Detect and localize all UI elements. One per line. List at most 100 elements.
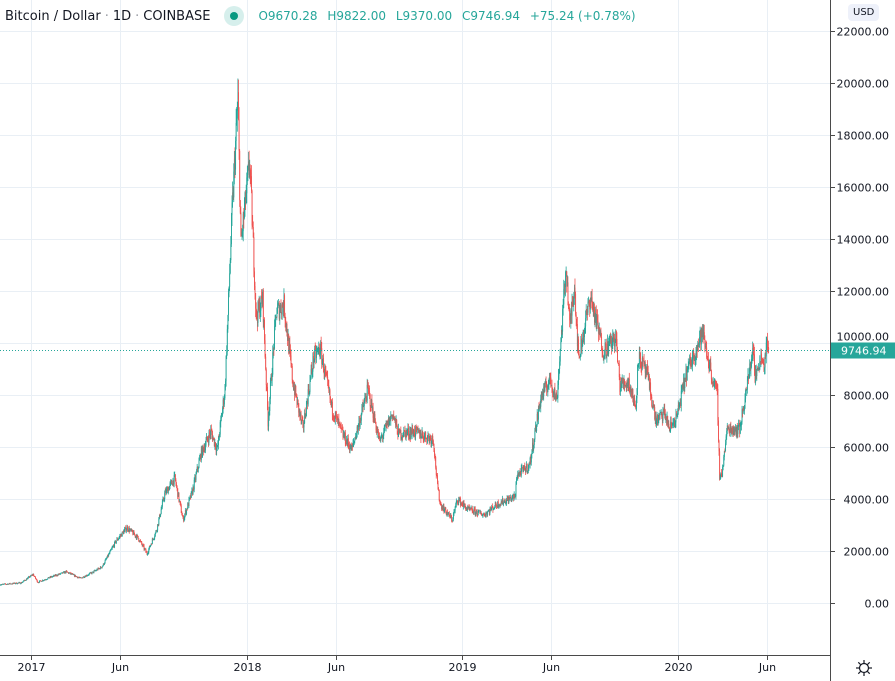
candle: [663, 412, 665, 414]
candle: [58, 573, 60, 575]
candle: [588, 300, 590, 305]
candle: [393, 415, 395, 418]
symbol-name[interactable]: Bitcoin / Dollar: [5, 8, 101, 24]
candle: [519, 471, 520, 474]
candle: [441, 504, 443, 509]
candle: [658, 414, 660, 420]
candle: [638, 352, 640, 365]
candle: [399, 429, 401, 433]
candle: [330, 399, 332, 405]
price-axis[interactable]: 0.00 2000.00 4000.00 6000.00 8000.00 10000.00…: [830, 26, 889, 611]
candle: [340, 423, 342, 425]
gear-icon[interactable]: [855, 659, 873, 677]
candle: [449, 515, 451, 518]
candle: [580, 338, 582, 357]
candle: [709, 364, 711, 371]
candle: [728, 427, 729, 429]
candle: [595, 309, 597, 316]
candle: [259, 310, 261, 317]
candle: [398, 428, 399, 437]
candle: [627, 381, 629, 385]
candle: [369, 394, 371, 407]
candle: [705, 346, 706, 347]
candle: [406, 430, 408, 434]
candle: [569, 320, 571, 322]
candle: [443, 506, 445, 512]
interval[interactable]: 1D: [112, 8, 132, 24]
candle: [613, 337, 615, 340]
candle: [558, 375, 559, 386]
candle: [594, 306, 595, 323]
candle: [535, 425, 537, 431]
candle: [724, 451, 726, 453]
candle: [128, 527, 130, 532]
candle: [337, 416, 339, 424]
candle: [745, 389, 747, 391]
candle: [654, 416, 656, 420]
candle: [447, 512, 448, 515]
candle: [351, 446, 353, 451]
time-tick-label: Jun: [758, 661, 776, 674]
candle: [213, 437, 215, 439]
candle: [735, 427, 737, 430]
candle: [572, 303, 574, 305]
candle: [684, 378, 686, 389]
candle: [63, 571, 65, 573]
candle: [209, 433, 211, 435]
candle: [729, 426, 731, 433]
candle: [629, 388, 631, 393]
candle: [642, 357, 644, 361]
candle: [93, 570, 95, 573]
candle: [527, 467, 529, 471]
candle: [650, 396, 652, 397]
currency-badge[interactable]: USD: [848, 4, 880, 21]
candle: [737, 426, 739, 435]
candle: [729, 431, 731, 433]
candle: [122, 531, 124, 534]
candle: [51, 576, 53, 578]
candle: [274, 318, 276, 327]
candle: [182, 515, 183, 517]
candle: [496, 505, 497, 507]
candle: [536, 424, 538, 431]
candle: [385, 423, 387, 427]
candle: [689, 358, 691, 363]
time-axis[interactable]: 2017 Jun 2018 Jun 2019 Jun 2020 Jun: [18, 655, 777, 674]
candle: [732, 429, 734, 435]
candle: [491, 506, 493, 509]
candle: [162, 498, 164, 502]
candle: [579, 355, 581, 358]
candle: [64, 571, 66, 574]
candle: [411, 430, 412, 435]
candle: [641, 357, 643, 369]
candle: [614, 337, 616, 347]
candle: [48, 577, 50, 579]
candle: [100, 566, 102, 568]
candle: [416, 426, 418, 430]
candle: [201, 448, 203, 458]
candle: [238, 119, 240, 151]
candle: [374, 414, 376, 423]
candle: [218, 436, 220, 438]
candle: [237, 92, 239, 108]
candle: [228, 292, 229, 315]
candle: [567, 282, 569, 304]
candle: [510, 497, 512, 498]
candle: [478, 510, 480, 512]
candle: [416, 427, 418, 430]
candle: [244, 192, 246, 208]
candle: [498, 505, 500, 507]
candle: [761, 353, 763, 361]
candle: [81, 577, 83, 579]
candle: [542, 392, 544, 397]
candle: [193, 486, 195, 490]
candle: [200, 448, 202, 460]
candle: [470, 508, 472, 510]
candle: [304, 412, 306, 418]
candle: [712, 382, 714, 384]
candle: [490, 508, 492, 511]
candle: [506, 498, 508, 500]
candle: [457, 500, 459, 502]
candle: [697, 343, 699, 351]
